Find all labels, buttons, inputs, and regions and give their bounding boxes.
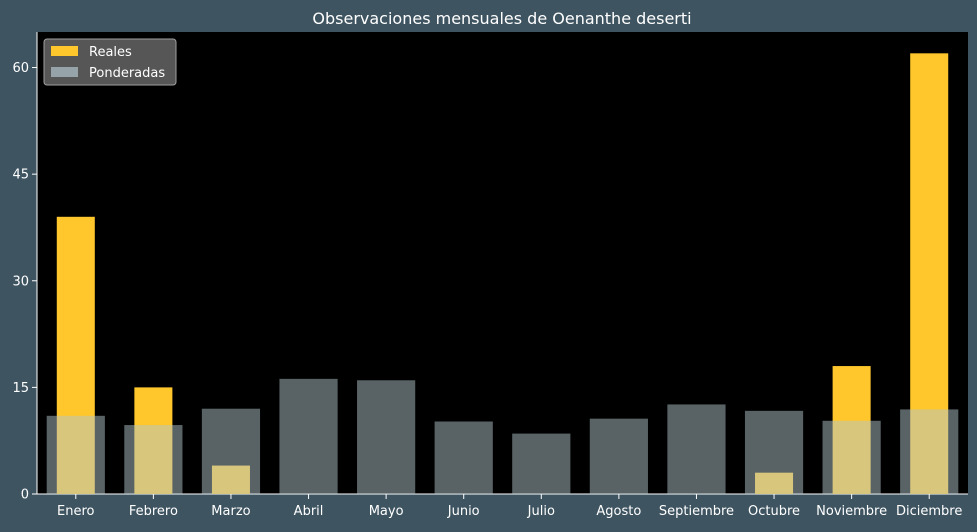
x-tick-label: Enero xyxy=(57,504,95,519)
bar-ponderadas xyxy=(744,410,804,494)
x-axis: Enero Febrero Marzo Abril Mayo Junio Julio Agos… xyxy=(37,493,968,519)
x-tick-label: Diciembre xyxy=(896,504,962,519)
x-tick-label: Agosto xyxy=(596,504,641,519)
y-axis: 0 15 30 45 60 xyxy=(12,32,38,503)
legend-label-reales: Reales xyxy=(89,45,132,60)
bar-ponderadas xyxy=(434,421,493,494)
legend-swatch-reales xyxy=(51,46,78,56)
bar-ponderadas xyxy=(279,378,338,494)
x-tick-label: Junio xyxy=(447,504,480,519)
bar-ponderadas xyxy=(822,420,881,494)
x-tick-label: Febrero xyxy=(129,504,178,519)
x-tick-label: Mayo xyxy=(369,504,404,519)
y-tick-label: 0 xyxy=(21,488,29,503)
x-tick-label: Septiembre xyxy=(659,504,734,519)
x-tick-label: Julio xyxy=(527,504,555,519)
bar-ponderadas xyxy=(667,404,726,494)
legend-label-ponderadas: Ponderadas xyxy=(89,66,165,81)
bar-ponderadas xyxy=(512,433,571,494)
legend: Reales Ponderadas xyxy=(43,38,177,86)
x-tick-label: Octubre xyxy=(748,504,800,519)
y-tick-label: 30 xyxy=(12,274,29,289)
bar-ponderadas xyxy=(124,425,183,494)
chart-title: Observaciones mensuales de Oenanthe dese… xyxy=(312,9,691,28)
x-tick-label: Marzo xyxy=(211,504,250,519)
y-tick-label: 45 xyxy=(12,168,29,183)
legend-swatch-ponderadas xyxy=(51,67,78,77)
plot-area xyxy=(37,32,968,494)
bar-ponderadas xyxy=(900,409,959,494)
bar-ponderadas xyxy=(357,380,416,494)
bar-ponderadas xyxy=(201,408,261,494)
series-ponderadas xyxy=(46,378,959,494)
y-tick-label: 60 xyxy=(12,61,29,76)
x-tick-label: Noviembre xyxy=(816,504,887,519)
bar-ponderadas xyxy=(46,415,105,494)
bar-ponderadas xyxy=(589,418,648,494)
x-tick-label: Abril xyxy=(294,504,324,519)
y-tick-label: 15 xyxy=(12,381,29,396)
